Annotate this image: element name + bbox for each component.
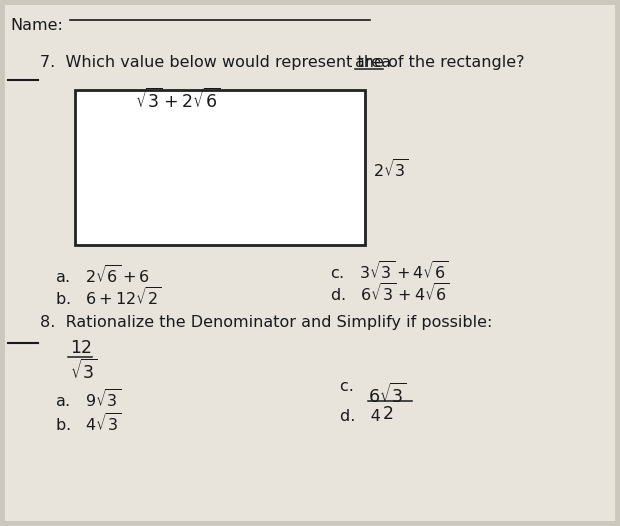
FancyBboxPatch shape — [5, 5, 615, 521]
Text: d.   4: d. 4 — [340, 409, 381, 424]
Text: 8.  Rationalize the Denominator and Simplify if possible:: 8. Rationalize the Denominator and Simpl… — [40, 315, 492, 330]
Text: a.   $9\sqrt{3}$: a. $9\sqrt{3}$ — [55, 389, 121, 411]
Text: 12: 12 — [70, 339, 92, 357]
Text: a.   $2\sqrt{6}+6$: a. $2\sqrt{6}+6$ — [55, 265, 150, 287]
Text: $\sqrt{3} + 2\sqrt{6}$: $\sqrt{3} + 2\sqrt{6}$ — [135, 88, 221, 112]
Text: c.: c. — [340, 379, 370, 394]
Text: $\sqrt{3}$: $\sqrt{3}$ — [70, 359, 97, 383]
Text: b.   $4\sqrt{3}$: b. $4\sqrt{3}$ — [55, 413, 122, 435]
Text: $6\sqrt{3}$: $6\sqrt{3}$ — [368, 383, 407, 407]
Text: d.   $6\sqrt{3}+4\sqrt{6}$: d. $6\sqrt{3}+4\sqrt{6}$ — [330, 283, 450, 305]
Text: 2: 2 — [383, 405, 394, 423]
Text: $2\sqrt{3}$: $2\sqrt{3}$ — [373, 159, 409, 181]
Text: Name:: Name: — [10, 18, 63, 33]
Text: of the rectangle?: of the rectangle? — [383, 55, 525, 70]
Text: b.   $6+12\sqrt{2}$: b. $6+12\sqrt{2}$ — [55, 287, 161, 309]
Text: 7.  Which value below would represent the: 7. Which value below would represent the — [40, 55, 389, 70]
Bar — [75, 90, 365, 245]
Text: c.   $3\sqrt{3}+4\sqrt{6}$: c. $3\sqrt{3}+4\sqrt{6}$ — [330, 261, 448, 283]
Text: area: area — [355, 55, 391, 70]
